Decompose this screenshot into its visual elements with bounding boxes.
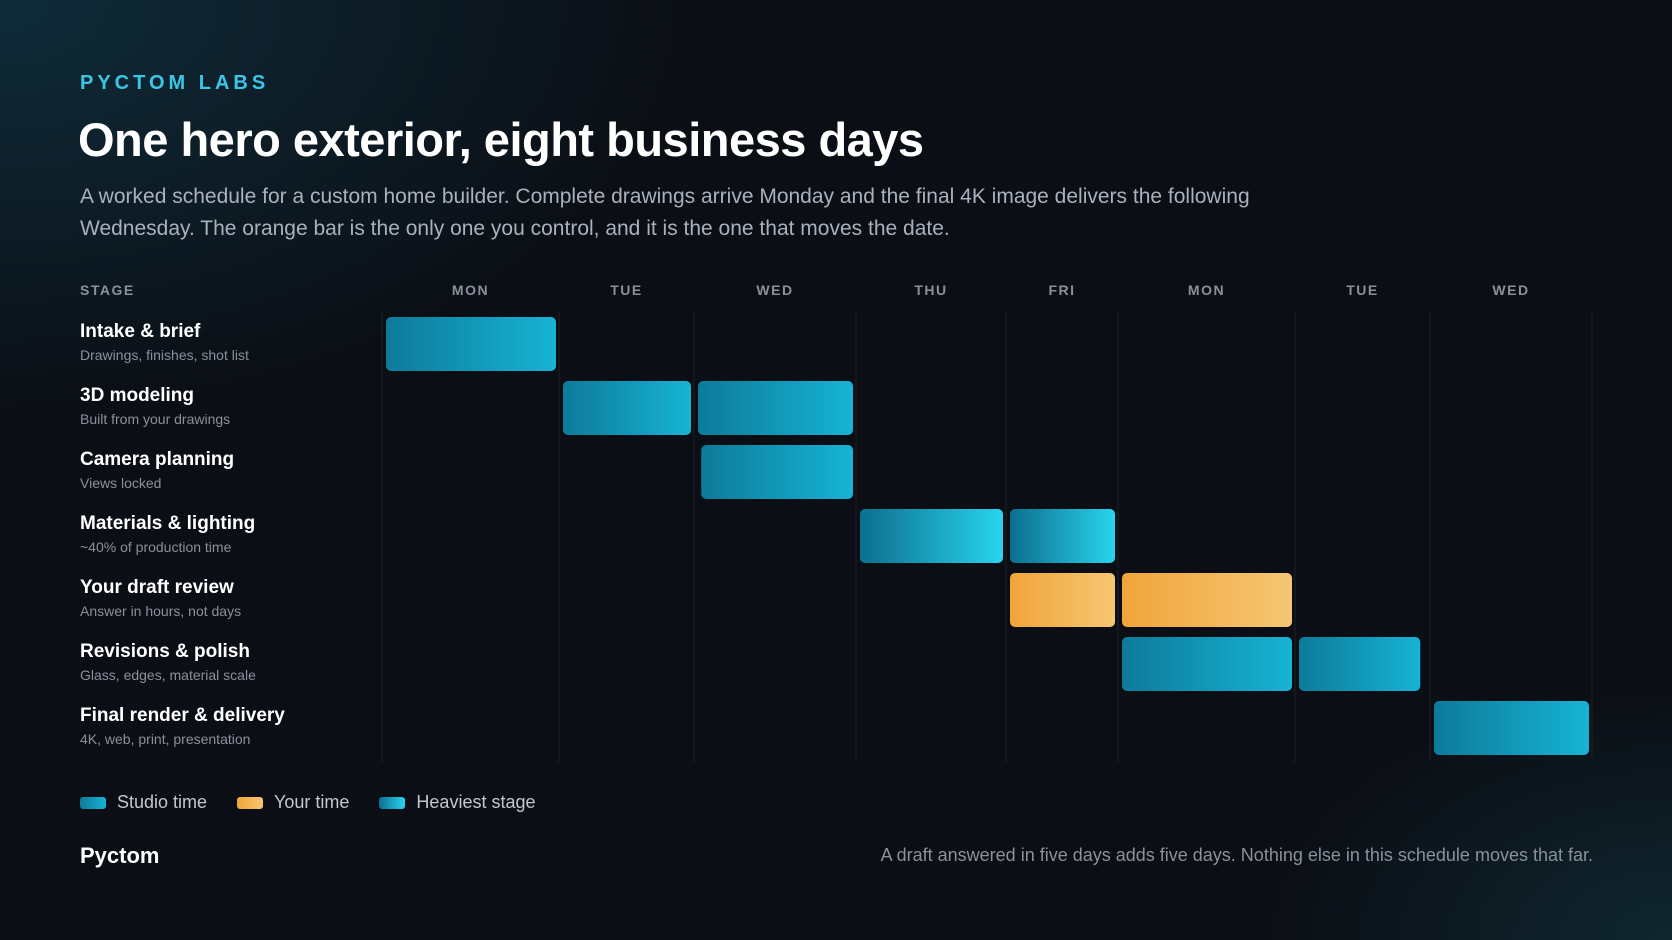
legend-swatch-heavy: [379, 796, 406, 809]
stage-name: Final render & delivery: [80, 705, 285, 726]
gantt-bar: [860, 509, 1003, 563]
stage-label-intake: Intake & brief Drawings, finishes, shot …: [80, 320, 380, 366]
legend-label-studio: Studio time: [117, 792, 208, 812]
brand-kicker: PYCTOM LABS: [80, 72, 270, 94]
day-header-label: THU: [914, 282, 947, 298]
legend-item-your: Your time: [237, 792, 349, 813]
gantt-bar: [1010, 573, 1115, 627]
gantt-bar: [563, 381, 691, 435]
day-header-label: FRI: [1048, 282, 1075, 298]
stage-subtitle: 4K, web, print, presentation: [80, 731, 251, 747]
day-header-label: MON: [1188, 282, 1225, 298]
stage-label-final-render: Final render & delivery 4K, web, print, …: [80, 704, 380, 750]
legend-item-studio: Studio time: [80, 792, 207, 813]
stage-label-draft-review: Your draft review Answer in hours, not d…: [80, 576, 380, 622]
legend: Studio time Your time Heaviest stage: [80, 792, 536, 813]
day-header-label: WED: [756, 282, 793, 298]
footer-note: A draft answered in five days adds five …: [880, 845, 1593, 865]
footer-brand: Pyctom: [80, 843, 160, 868]
stage-column-header: STAGE: [80, 282, 135, 298]
stage-name: 3D modeling: [80, 385, 195, 406]
stage-label-materials: Materials & lighting ~40% of production …: [80, 512, 380, 558]
stage-subtitle: Views locked: [80, 475, 162, 491]
gantt-bar: [1122, 637, 1292, 691]
stage-label-revisions: Revisions & polish Glass, edges, materia…: [80, 640, 380, 686]
stage-subtitle: ~40% of production time: [80, 539, 232, 555]
day-header-label: TUE: [610, 282, 643, 298]
legend-swatch-your: [237, 796, 264, 809]
gantt-bar: [1434, 701, 1589, 755]
day-header-label: WED: [1492, 282, 1529, 298]
gantt-bar: [701, 445, 853, 499]
legend-swatch-studio: [80, 796, 106, 809]
stage-subtitle: Built from your drawings: [80, 411, 231, 427]
legend-item-heavy: Heaviest stage: [379, 792, 536, 813]
stage-name: Revisions & polish: [80, 641, 250, 662]
legend-label-your: Your time: [274, 792, 350, 812]
day-header-label: MON: [452, 282, 489, 298]
stage-name: Intake & brief: [80, 321, 201, 342]
gantt-bar: [1299, 637, 1421, 691]
legend-label-heavy: Heaviest stage: [416, 792, 536, 812]
stage-label-camera: Camera planning Views locked: [80, 448, 380, 494]
day-header-label: TUE: [1346, 282, 1379, 298]
stage-name: Materials & lighting: [80, 513, 256, 534]
gantt-bar: [386, 317, 556, 371]
stage-name: Your draft review: [80, 577, 234, 598]
page-title: One hero exterior, eight business days: [78, 113, 924, 166]
stage-subtitle: Drawings, finishes, shot list: [80, 347, 249, 363]
stage-label-modeling: 3D modeling Built from your drawings: [80, 384, 380, 430]
gantt-bar: [698, 381, 853, 435]
gantt-bar: [1122, 573, 1292, 627]
stage-subtitle: Glass, edges, material scale: [80, 667, 256, 683]
intro-paragraph: A worked schedule for a custom home buil…: [80, 185, 1250, 240]
stage-subtitle: Answer in hours, not days: [80, 603, 242, 619]
gantt-bar: [1010, 509, 1115, 563]
stage-name: Camera planning: [80, 449, 235, 470]
